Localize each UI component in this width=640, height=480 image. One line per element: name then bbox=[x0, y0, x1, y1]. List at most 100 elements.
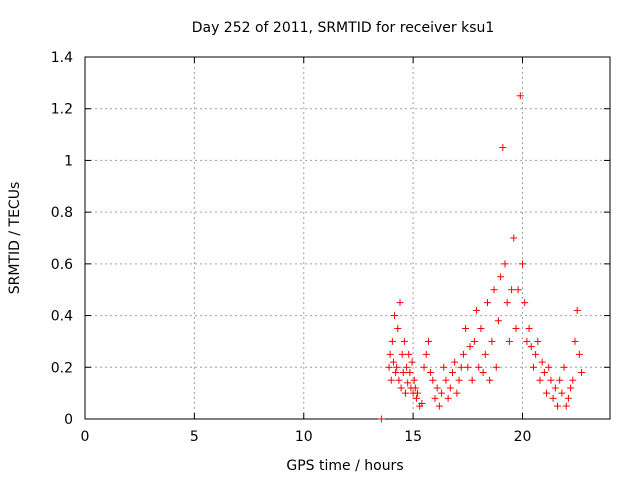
data-point bbox=[377, 415, 385, 423]
data-point bbox=[470, 337, 478, 345]
data-point bbox=[516, 92, 524, 100]
data-point bbox=[486, 376, 494, 384]
data-point bbox=[457, 363, 465, 371]
y-tick-label: 0 bbox=[64, 412, 73, 428]
data-point bbox=[519, 260, 526, 268]
data-point bbox=[484, 299, 491, 307]
data-point bbox=[462, 325, 470, 332]
data-point bbox=[529, 363, 537, 371]
data-point bbox=[473, 306, 481, 314]
data-point bbox=[410, 376, 418, 384]
data-point bbox=[538, 358, 546, 366]
data-point bbox=[567, 384, 575, 392]
data-point bbox=[532, 350, 540, 358]
data-point bbox=[468, 376, 476, 384]
y-tick-label: 0.6 bbox=[51, 257, 73, 273]
data-point bbox=[527, 343, 535, 351]
data-point bbox=[534, 337, 542, 345]
data-point bbox=[494, 317, 502, 325]
data-point bbox=[433, 384, 441, 392]
data-point bbox=[571, 337, 579, 345]
data-point bbox=[560, 363, 568, 371]
data-point bbox=[488, 337, 496, 345]
y-tick-label: 0.8 bbox=[51, 205, 73, 221]
y-tick-labels: 0 0.2 0.4 0.6 0.8 1 1.2 1.4 bbox=[51, 50, 73, 428]
data-point bbox=[512, 325, 520, 332]
data-point bbox=[490, 286, 498, 294]
data-point bbox=[385, 363, 393, 371]
data-point bbox=[514, 286, 522, 294]
data-point bbox=[543, 389, 551, 397]
data-point bbox=[505, 337, 513, 345]
data-point bbox=[449, 368, 456, 376]
data-point bbox=[405, 350, 413, 358]
data-point bbox=[412, 394, 420, 402]
y-tick-label: 0.4 bbox=[51, 309, 73, 325]
data-point bbox=[387, 376, 395, 384]
data-point bbox=[551, 384, 559, 392]
data-point bbox=[455, 376, 463, 384]
data-point bbox=[411, 384, 419, 392]
data-point bbox=[562, 402, 570, 410]
data-point bbox=[427, 368, 435, 376]
data-point bbox=[497, 273, 505, 281]
data-point bbox=[401, 389, 409, 397]
data-point bbox=[545, 363, 553, 371]
data-point bbox=[479, 368, 487, 376]
data-point bbox=[400, 337, 408, 345]
x-tick-label: 10 bbox=[295, 429, 313, 445]
data-point bbox=[404, 379, 412, 387]
data-point bbox=[386, 350, 394, 358]
data-points bbox=[377, 92, 586, 423]
data-point bbox=[388, 337, 396, 345]
data-point bbox=[396, 299, 404, 307]
data-point bbox=[438, 389, 446, 397]
data-point bbox=[525, 325, 533, 332]
y-tick-label: 1.4 bbox=[51, 50, 73, 66]
data-point bbox=[521, 299, 529, 307]
data-point bbox=[523, 337, 531, 345]
data-point bbox=[575, 350, 583, 358]
data-point bbox=[477, 325, 485, 332]
data-point bbox=[408, 358, 416, 366]
grid-lines bbox=[85, 57, 610, 419]
x-tick-label: 5 bbox=[190, 429, 199, 445]
data-point bbox=[397, 384, 405, 392]
data-point bbox=[444, 394, 452, 402]
x-tick-labels: 0 5 10 15 20 bbox=[81, 429, 532, 445]
data-point bbox=[394, 325, 402, 332]
data-point bbox=[492, 363, 500, 371]
axis-ticks bbox=[84, 56, 610, 420]
data-point bbox=[573, 306, 581, 314]
plot-frame bbox=[84, 56, 611, 420]
data-point bbox=[499, 144, 507, 151]
data-point bbox=[459, 350, 467, 358]
x-tick-label: 0 bbox=[81, 429, 90, 445]
data-point bbox=[440, 363, 448, 371]
data-point bbox=[578, 368, 586, 376]
data-point bbox=[564, 394, 572, 402]
data-point bbox=[429, 376, 437, 384]
y-tick-label: 0.2 bbox=[51, 360, 73, 376]
data-point bbox=[420, 363, 428, 371]
data-point bbox=[389, 358, 397, 366]
data-point bbox=[540, 368, 548, 376]
data-point bbox=[403, 363, 411, 371]
y-tick-label: 1 bbox=[64, 153, 73, 169]
data-point bbox=[392, 368, 400, 376]
data-point bbox=[398, 350, 406, 358]
data-point bbox=[418, 399, 426, 407]
y-tick-label: 1.2 bbox=[51, 102, 73, 118]
chart-title: Day 252 of 2011, SRMTID for receiver ksu… bbox=[192, 20, 495, 36]
x-tick-label: 15 bbox=[404, 429, 422, 445]
x-axis-label: GPS time / hours bbox=[286, 458, 403, 474]
data-point bbox=[481, 350, 489, 358]
data-point bbox=[556, 376, 564, 384]
data-point bbox=[422, 350, 430, 358]
data-point bbox=[424, 337, 432, 345]
data-point bbox=[549, 394, 557, 402]
data-point bbox=[536, 376, 544, 384]
data-point bbox=[547, 376, 555, 384]
data-point bbox=[435, 402, 443, 410]
